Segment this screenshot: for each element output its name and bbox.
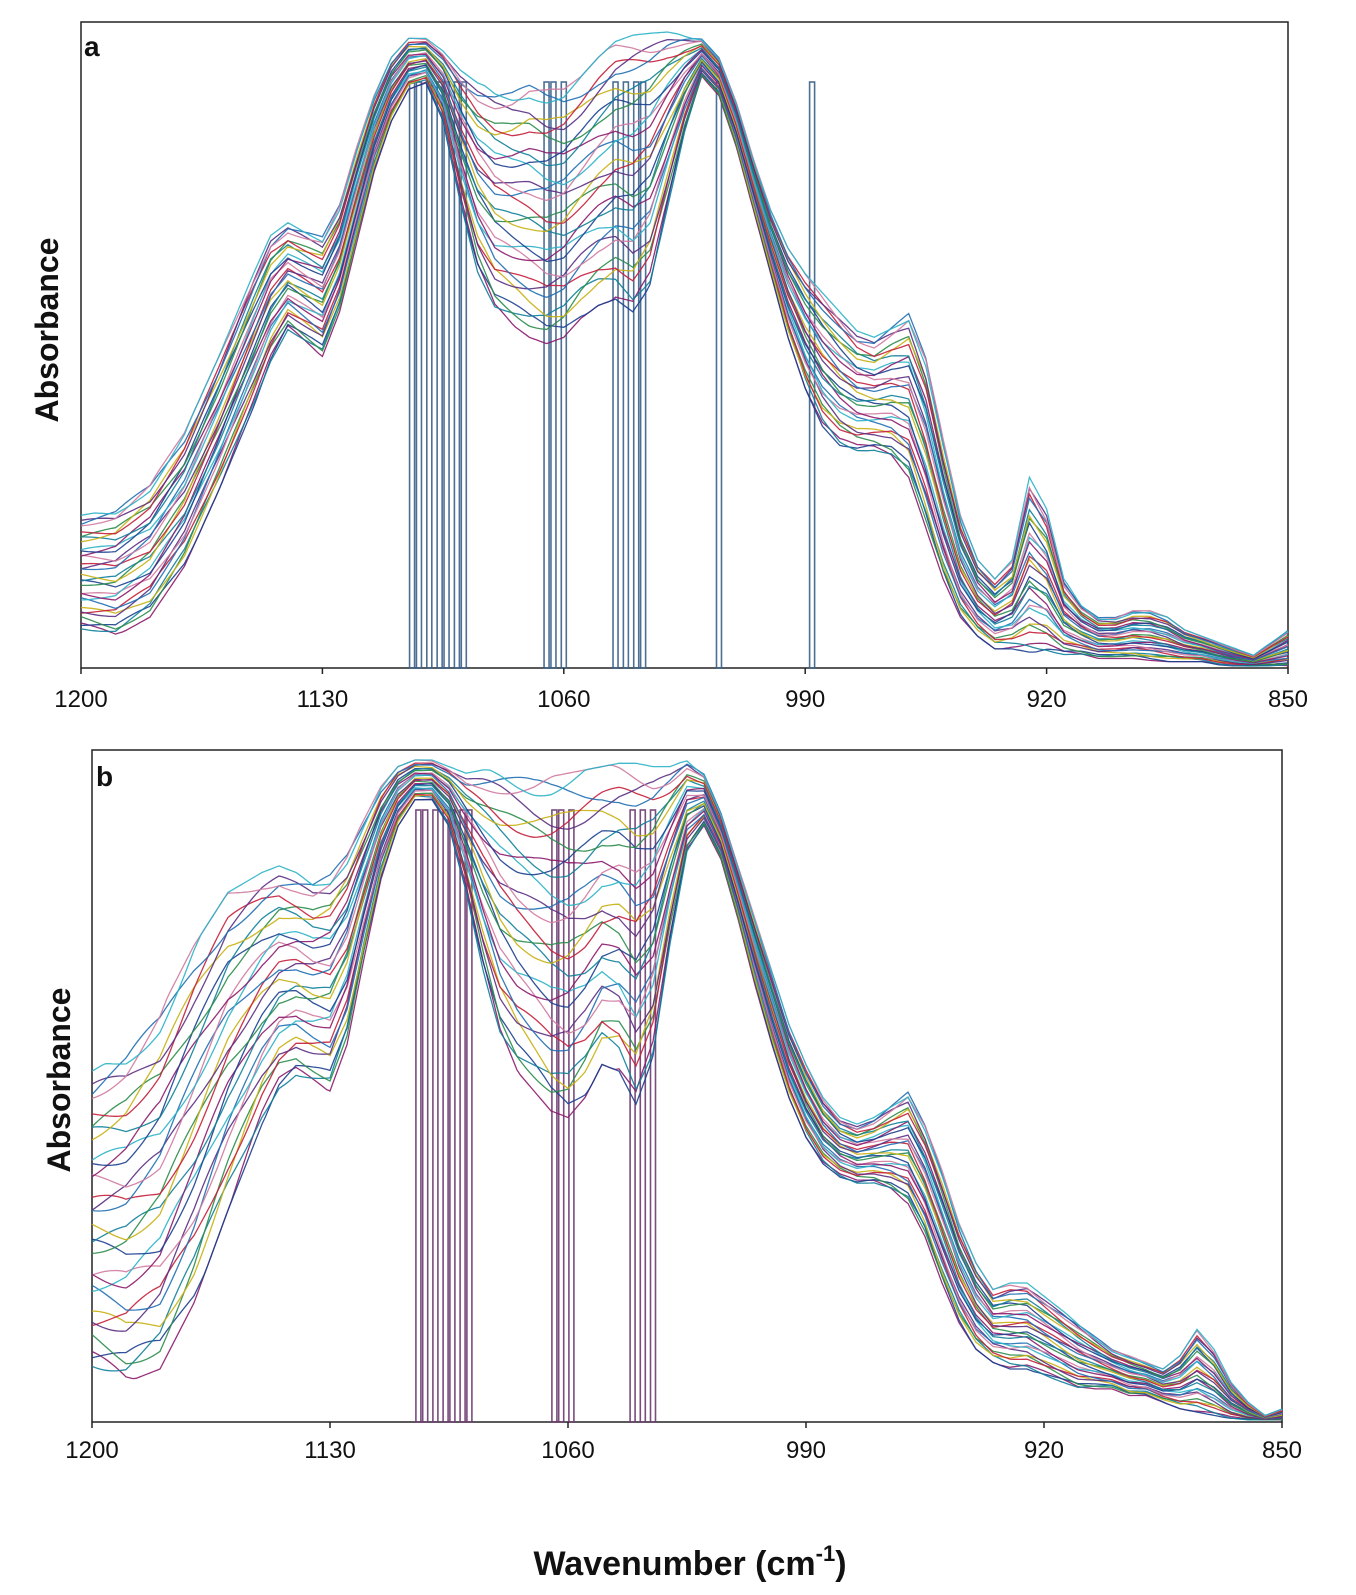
selected-wavenumber-band: [629, 809, 636, 1423]
spectrum-line: [91, 799, 1283, 1421]
selected-wavenumber-band: [460, 81, 468, 669]
spectrum-line: [80, 52, 1289, 660]
x-tick-label: 990: [786, 1437, 826, 1464]
plot-frame: [91, 749, 1283, 1423]
x-axis-label-main: Wavenumber (cm: [533, 1545, 815, 1583]
panel-b: 1200 1130 1060 990 920 850: [65, 749, 1302, 1464]
spectrum-line: [80, 57, 1289, 662]
selected-wavenumber-band: [436, 81, 443, 669]
spectrum-line: [91, 778, 1283, 1419]
selected-wavenumber-band: [459, 809, 466, 1423]
x-tick-label: 850: [1262, 1437, 1302, 1464]
spectrum-line: [91, 759, 1283, 1417]
spectrum-line: [91, 784, 1283, 1419]
spectrum-line: [80, 43, 1289, 658]
selected-wavenumber-band: [421, 809, 429, 1423]
spectrum-line: [91, 788, 1283, 1420]
x-axis-label-unit-exponent: -1: [816, 1541, 836, 1566]
panel-a-y-axis-label: Absorbance: [29, 238, 65, 423]
spectrum-line: [91, 794, 1283, 1420]
spectrum-line: [91, 777, 1283, 1419]
selected-wavenumber-band: [715, 81, 723, 669]
selected-wavenumber-band: [466, 809, 473, 1423]
spectrum-line: [80, 48, 1289, 660]
selected-wavenumber-band: [442, 809, 449, 1423]
spectrum-line: [80, 54, 1289, 661]
spectrum-line: [91, 792, 1282, 1421]
spectrum-line: [91, 772, 1283, 1418]
spectrum-line: [80, 31, 1289, 657]
spectrum-line: [80, 64, 1289, 664]
selected-wavenumber-band: [449, 809, 456, 1423]
selected-wavenumber-band: [408, 81, 416, 669]
x-axis-label: Wavenumber (cm-1): [533, 1541, 846, 1583]
x-tick-label: 990: [785, 686, 825, 713]
selected-wavenumber-band: [550, 81, 557, 669]
selected-wavenumber-band: [432, 809, 439, 1423]
spectrum-line: [91, 773, 1283, 1419]
spectrum-line: [91, 782, 1283, 1419]
selected-wavenumber-band: [426, 81, 433, 669]
x-tick-label: 850: [1268, 686, 1308, 713]
x-tick-label: 1200: [65, 1437, 118, 1464]
spectrum-line: [91, 763, 1283, 1417]
selected-wavenumber-band: [622, 81, 630, 669]
spectrum-line: [91, 789, 1283, 1420]
spectrum-line: [80, 62, 1289, 664]
spectrum-line: [91, 782, 1283, 1420]
spectrum-line: [91, 774, 1283, 1418]
plot-frame: [80, 21, 1289, 669]
spectrum-line: [80, 73, 1289, 667]
spectrum-line: [80, 74, 1289, 667]
selected-wavenumber-band: [543, 81, 550, 669]
selected-wavenumber-band: [453, 81, 461, 669]
spectrum-line: [80, 73, 1288, 666]
spectrum-line: [91, 767, 1283, 1418]
spectrum-line: [91, 772, 1283, 1418]
spectrum-line: [91, 765, 1283, 1418]
spectrum-line: [80, 48, 1289, 660]
spectrum-line: [91, 769, 1283, 1417]
spectrum-line: [91, 778, 1283, 1419]
selected-wavenumber-band: [443, 81, 450, 669]
selected-wavenumber-band: [639, 81, 647, 669]
panel-b-y-axis-label: Absorbance: [41, 988, 77, 1173]
panel-a: 1200 1130 1060 990 920 850: [54, 21, 1308, 713]
selected-wavenumber-band: [612, 81, 619, 669]
x-tick-label: 920: [1027, 686, 1067, 713]
x-tick-label: 1060: [541, 1437, 594, 1464]
spectrum-line: [80, 69, 1289, 666]
panel-a-label: a: [84, 31, 100, 62]
spectrum-line: [80, 37, 1289, 658]
spectrum-line: [91, 780, 1283, 1419]
spectrum-line: [91, 795, 1283, 1421]
spectrum-line: [91, 759, 1283, 1417]
selected-wavenumber-band: [415, 81, 423, 669]
spectrum-line: [80, 52, 1289, 661]
spectrum-line: [91, 763, 1283, 1417]
selected-wavenumber-band: [632, 81, 640, 669]
spectrum-line: [91, 798, 1283, 1421]
spectrum-line: [91, 767, 1283, 1418]
selected-wavenumber-band: [649, 809, 657, 1423]
x-tick-label: 920: [1024, 1437, 1064, 1464]
spectrum-line: [80, 41, 1289, 658]
x-tick-label: 1130: [304, 1437, 356, 1464]
selected-wavenumber-band: [639, 809, 647, 1423]
spectrum-line: [91, 793, 1283, 1420]
x-tick-label: 1060: [537, 686, 590, 713]
spectrum-line: [80, 47, 1289, 660]
spectrum-line: [91, 762, 1283, 1417]
selected-wavenumber-band: [560, 81, 568, 669]
spectrum-line: [80, 54, 1289, 662]
panel-b-label: b: [96, 761, 113, 792]
spectrum-line: [80, 63, 1289, 664]
selected-wavenumber-band: [415, 809, 422, 1423]
x-axis-label-close: ): [835, 1545, 846, 1583]
selected-wavenumber-band: [551, 809, 558, 1423]
x-tick-label: 1200: [54, 686, 107, 713]
x-tick-label: 1130: [297, 686, 349, 713]
